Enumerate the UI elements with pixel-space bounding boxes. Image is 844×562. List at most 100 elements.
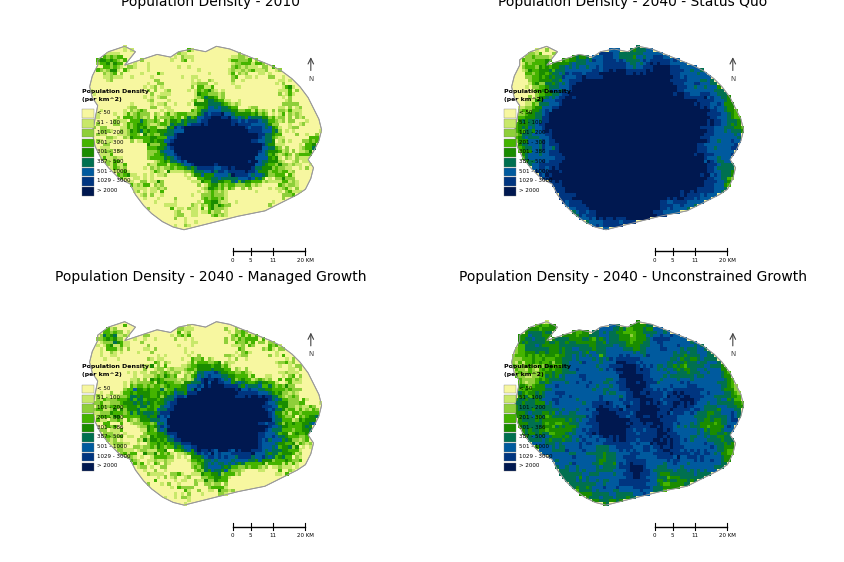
- Bar: [690, 455, 694, 459]
- Bar: [282, 374, 285, 378]
- Bar: [643, 445, 647, 448]
- Bar: [184, 224, 187, 227]
- Bar: [626, 368, 630, 371]
- Bar: [518, 374, 522, 378]
- Bar: [643, 455, 647, 459]
- Bar: [647, 160, 650, 163]
- Bar: [667, 472, 670, 475]
- Bar: [157, 448, 160, 452]
- Bar: [707, 82, 711, 85]
- Bar: [184, 119, 187, 123]
- Bar: [643, 92, 647, 96]
- Bar: [228, 391, 231, 395]
- Bar: [106, 55, 110, 58]
- Bar: [616, 129, 619, 133]
- Bar: [660, 210, 663, 214]
- Bar: [717, 411, 721, 415]
- Bar: [640, 207, 643, 210]
- Bar: [609, 116, 613, 119]
- Bar: [552, 79, 555, 82]
- Bar: [535, 153, 538, 156]
- Bar: [647, 357, 650, 361]
- Bar: [599, 146, 603, 149]
- Bar: [170, 455, 174, 459]
- Bar: [643, 401, 647, 405]
- Bar: [174, 435, 177, 438]
- Bar: [657, 52, 660, 55]
- Bar: [164, 405, 167, 408]
- Bar: [235, 176, 238, 180]
- Bar: [674, 368, 677, 371]
- Bar: [184, 384, 187, 388]
- Bar: [707, 448, 711, 452]
- Bar: [106, 136, 110, 139]
- Bar: [653, 123, 657, 126]
- Bar: [680, 479, 684, 482]
- Bar: [734, 139, 738, 143]
- Bar: [208, 126, 211, 129]
- Bar: [630, 330, 633, 334]
- Bar: [633, 347, 636, 351]
- Bar: [623, 330, 626, 334]
- Bar: [653, 361, 657, 364]
- Bar: [214, 395, 218, 398]
- Bar: [221, 465, 225, 469]
- Bar: [616, 405, 619, 408]
- Bar: [572, 341, 576, 344]
- Bar: [235, 371, 238, 374]
- Bar: [238, 160, 241, 163]
- Bar: [592, 344, 596, 347]
- Bar: [238, 85, 241, 89]
- Bar: [120, 418, 123, 422]
- Bar: [106, 347, 110, 351]
- Bar: [704, 197, 707, 200]
- Bar: [289, 112, 292, 116]
- Bar: [528, 401, 532, 405]
- Bar: [657, 160, 660, 163]
- Bar: [562, 109, 565, 112]
- FancyBboxPatch shape: [82, 129, 94, 138]
- Bar: [181, 381, 184, 384]
- Bar: [694, 156, 697, 160]
- Bar: [245, 126, 248, 129]
- Bar: [690, 203, 694, 207]
- Bar: [538, 408, 542, 411]
- Bar: [717, 89, 721, 92]
- Bar: [184, 58, 187, 62]
- Bar: [552, 324, 555, 327]
- Bar: [262, 384, 265, 388]
- Bar: [197, 442, 201, 445]
- Bar: [255, 422, 258, 425]
- Bar: [717, 395, 721, 398]
- Bar: [545, 432, 549, 435]
- Bar: [589, 435, 592, 438]
- Bar: [711, 442, 714, 445]
- Bar: [616, 123, 619, 126]
- Bar: [650, 173, 653, 176]
- Bar: [221, 442, 225, 445]
- Bar: [549, 418, 552, 422]
- Bar: [660, 445, 663, 448]
- Bar: [528, 347, 532, 351]
- Bar: [562, 133, 565, 136]
- Bar: [640, 368, 643, 371]
- Bar: [569, 143, 572, 146]
- Bar: [616, 102, 619, 106]
- Bar: [623, 425, 626, 428]
- Bar: [697, 395, 701, 398]
- Bar: [653, 341, 657, 344]
- Bar: [282, 106, 285, 109]
- Bar: [211, 207, 214, 210]
- Bar: [619, 337, 623, 341]
- Bar: [252, 170, 255, 173]
- Bar: [724, 116, 728, 119]
- Bar: [687, 425, 690, 428]
- Bar: [619, 374, 623, 378]
- Bar: [187, 119, 191, 123]
- Bar: [255, 176, 258, 180]
- Bar: [191, 210, 194, 214]
- Bar: [208, 133, 211, 136]
- Bar: [204, 109, 208, 112]
- Bar: [555, 337, 559, 341]
- Bar: [515, 126, 518, 129]
